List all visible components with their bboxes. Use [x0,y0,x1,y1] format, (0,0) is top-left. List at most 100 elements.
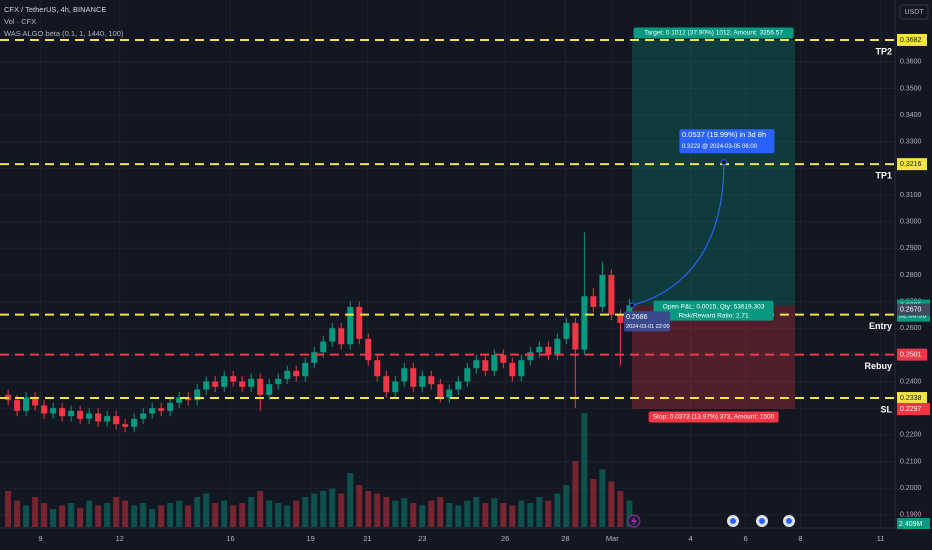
candle-body [320,341,327,353]
volume-bar [581,413,588,527]
candle-body [617,314,624,323]
candle-body [113,416,120,425]
candle-body [572,322,579,350]
crosshair-time: 2024-03-01 22:00 [626,324,669,330]
volume-bar [275,503,282,527]
target-zone [632,39,796,306]
volume-bar [428,500,435,527]
volume-bar [374,493,381,527]
volume-bar [140,503,147,527]
y-tick-label: 0.2800 [900,272,922,279]
y-tick-label: 0.2900 [900,245,922,252]
candle-body [230,376,237,382]
candle-body [266,384,273,395]
candle-body [401,368,408,382]
volume-bar [158,505,165,527]
volume-bar [104,503,111,527]
x-tick-label: 9 [38,534,42,543]
measure-point [629,302,636,309]
level-tag [897,348,927,361]
candle-body [257,378,264,395]
candle-body [599,274,606,307]
countdown: 02:36:50 [899,312,926,319]
candle-body [527,352,534,361]
candle-body [122,424,129,427]
y-tick-label: 0.2600 [900,325,922,332]
candle-body [140,413,147,419]
volume-bar [41,503,48,527]
x-tick-label: 4 [689,534,693,543]
volume-bar [167,503,174,527]
candle-body [437,384,444,398]
candle-body [491,354,498,371]
candle-body [482,360,489,371]
volume-bar [563,485,570,527]
candle-body [275,378,282,385]
level-tag [897,158,927,171]
volume-bar [320,491,327,527]
currency-box[interactable] [899,4,929,20]
level-name: Rebuy [864,361,892,371]
candle-body [14,400,21,411]
volume-bar [338,493,345,527]
event-icons [627,514,795,528]
measure-sub: 0.3223 @ 2024-03-05 06:00 [682,144,758,150]
candle-body [392,381,399,393]
candle-body [176,397,183,403]
candle-body [410,368,417,387]
volume-bar [221,500,228,527]
volume-tag [897,518,930,529]
volume-bar [266,500,273,527]
candle-body [383,376,390,393]
price-tag-label: 0.2670 [900,306,922,313]
candle-body [518,360,525,377]
stop-label: Stop: 0.0373 (13.97%) 373, Amount: 1500 [653,414,775,421]
candle-body [581,296,588,350]
volume-bar [446,503,453,527]
candle-body [68,410,75,417]
candle-body [41,405,48,414]
currency[interactable]: USDT [904,9,924,16]
crosshair-price: 0.2686 [626,314,648,321]
candle-body [311,352,318,363]
volume-bar [392,500,399,527]
candle-body [158,408,165,411]
level-name: Entry [869,321,892,331]
candle-body [446,389,453,398]
volume-bar [608,481,615,527]
candle-body [239,381,246,387]
y-tick-label: 0.2100 [900,458,922,465]
x-tick-label: 21 [363,534,371,543]
volume-bar [473,497,480,527]
measure-label-box [679,129,775,154]
volume-bar [77,507,84,527]
y-tick-label: 0.2000 [900,485,922,492]
measure-label: 0.0537 (19.99%) in 3d 8h [682,130,766,139]
price-tag-label: 0.2297 [900,406,922,413]
volume-bar [572,461,579,527]
ratio-label: Risk/Reward Ratio: 2.71 [679,312,749,319]
pnl-label-box [653,300,774,321]
candle-body [86,413,93,419]
candle-body [104,416,111,422]
y-tick-label: 0.2200 [900,432,922,439]
indicator: WAS ALGO beta (0.1, 1, 1440, 100) [4,29,124,38]
x-tick-label: 6 [743,534,747,543]
candle-body [77,410,84,419]
candle-body [293,370,300,377]
measure-curve [631,162,725,306]
volume-bar [5,491,12,527]
candle-body [329,328,336,342]
x-tick-label: 8 [798,534,802,543]
candle-body [455,381,462,390]
y-tick-label: 0.3000 [900,219,922,226]
candle-body [203,381,210,390]
volume-bar [410,503,417,527]
volume-bar [545,500,552,527]
volume-bar [437,497,444,527]
volume-bar [617,491,624,527]
level-tag-label: 0.2338 [900,395,922,402]
candle-body [95,413,102,422]
volume-bar [284,505,291,527]
target-label: Target: 0.1012 (37.90%) 1012, Amount: 33… [644,30,783,37]
